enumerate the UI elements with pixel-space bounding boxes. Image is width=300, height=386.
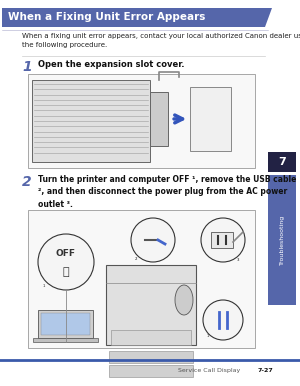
Bar [109, 351, 193, 363]
Text: 7: 7 [278, 157, 286, 167]
Text: Open the expansion slot cover.: Open the expansion slot cover. [38, 60, 184, 69]
Bar [33, 338, 98, 342]
Circle shape [38, 234, 94, 290]
Text: 2: 2 [22, 175, 32, 189]
Ellipse shape [175, 285, 193, 315]
Bar [190, 87, 231, 151]
Text: ¹: ¹ [207, 335, 209, 340]
Bar [109, 365, 193, 377]
Text: ¹: ¹ [43, 285, 46, 290]
Bar [28, 74, 255, 168]
Circle shape [131, 218, 175, 262]
Circle shape [203, 300, 243, 340]
Bar [28, 210, 255, 348]
Text: ⏻: ⏻ [63, 267, 69, 277]
Bar [268, 175, 296, 305]
Bar [106, 265, 196, 345]
Bar [150, 92, 168, 146]
Text: Troubleshooting: Troubleshooting [280, 215, 284, 265]
Bar [111, 330, 191, 345]
Text: ³: ³ [237, 259, 239, 264]
Bar [211, 232, 233, 248]
Text: ²: ² [135, 258, 137, 263]
Bar [41, 313, 90, 335]
Text: 1: 1 [22, 60, 32, 74]
Text: Turn the printer and computer OFF ¹, remove the USB cable
², and then disconnect: Turn the printer and computer OFF ¹, rem… [38, 175, 296, 209]
Bar [268, 152, 296, 172]
Bar [32, 80, 150, 162]
Circle shape [201, 218, 245, 262]
Text: When a fixing unit error appears, contact your local authorized Canon dealer usi: When a fixing unit error appears, contac… [22, 33, 300, 47]
Text: When a Fixing Unit Error Appears: When a Fixing Unit Error Appears [8, 12, 206, 22]
Polygon shape [2, 8, 272, 27]
Text: OFF: OFF [56, 249, 76, 259]
Bar [38, 310, 93, 338]
Text: 7-27: 7-27 [258, 368, 274, 373]
Text: Service Call Display: Service Call Display [178, 368, 240, 373]
